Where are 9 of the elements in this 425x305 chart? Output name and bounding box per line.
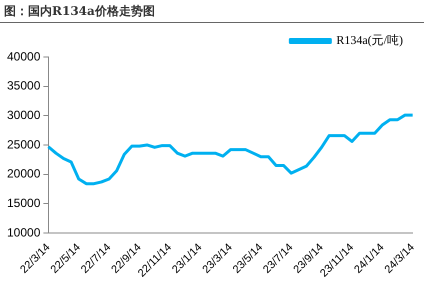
y-tick-label: 35000 <box>6 78 41 93</box>
y-tick-label: 30000 <box>6 108 41 122</box>
y-tick-label: 25000 <box>6 137 41 152</box>
y-tick-label: 15000 <box>6 196 41 210</box>
y-tick-label: 20000 <box>6 166 41 181</box>
legend-label: R134a(元/吨) <box>336 33 404 48</box>
y-tick-label: 40000 <box>6 49 41 64</box>
chart-title: 图：国内R134a价格走势图 <box>0 0 424 23</box>
y-tick-label: 10000 <box>6 225 41 240</box>
